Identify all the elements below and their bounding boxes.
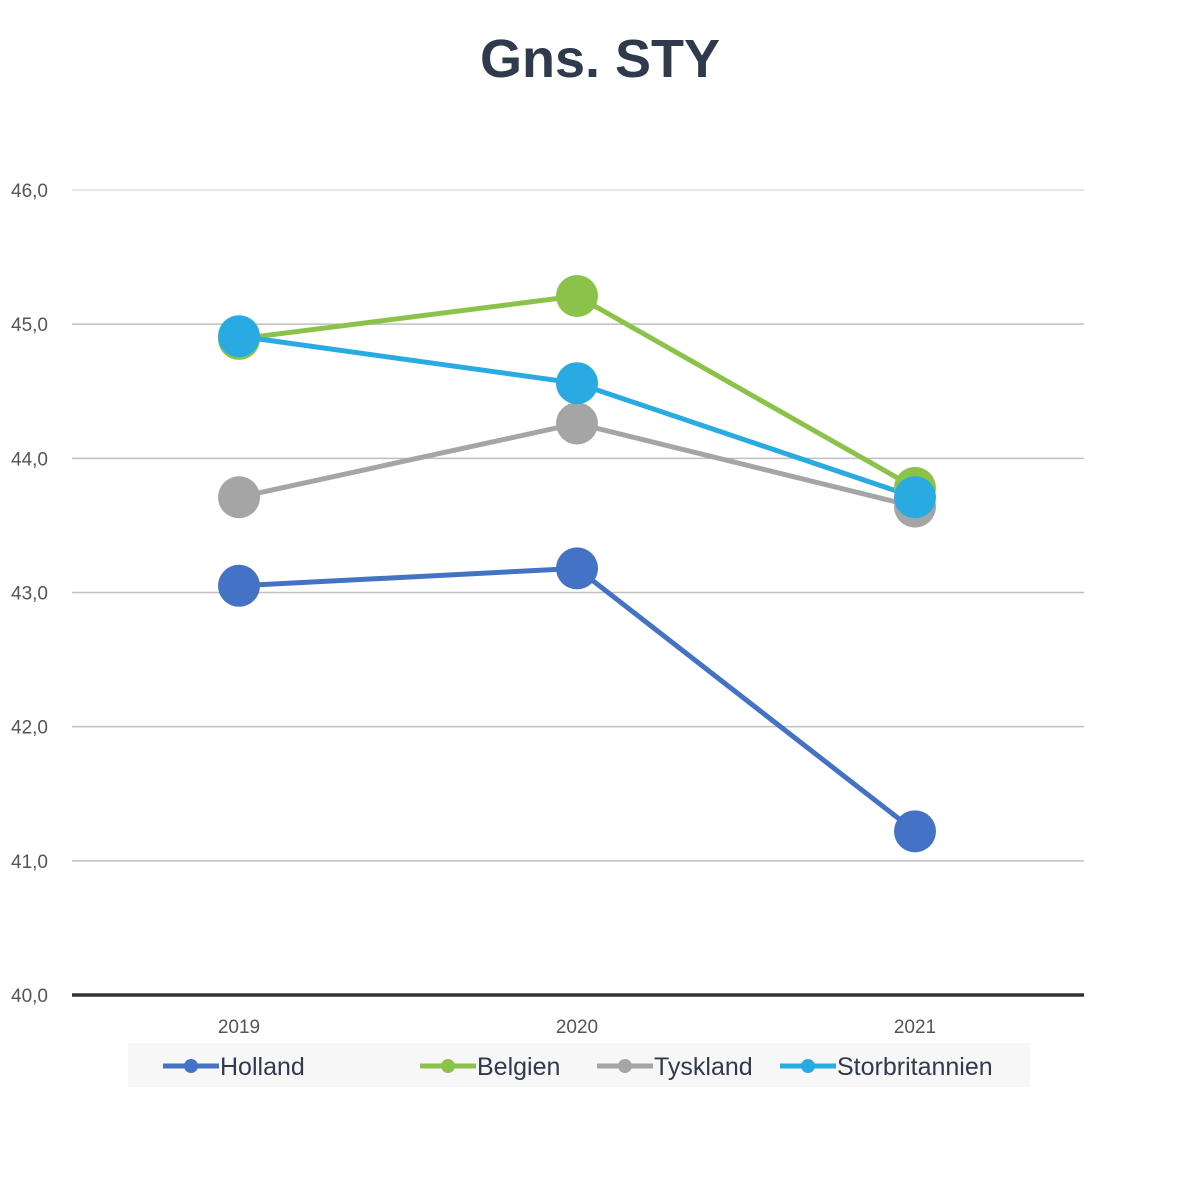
legend-label: Belgien xyxy=(477,1053,560,1081)
data-point-belgien xyxy=(556,274,598,317)
x-tick-label: 2020 xyxy=(556,1017,598,1038)
y-tick-label: 41,0 xyxy=(11,852,48,873)
x-tick-label: 2021 xyxy=(894,1017,936,1038)
y-tick-label: 46,0 xyxy=(11,181,48,202)
legend-marker xyxy=(184,1059,198,1073)
data-point-holland xyxy=(894,810,936,853)
data-point-holland xyxy=(218,564,260,607)
data-point-tyskland xyxy=(218,476,260,519)
legend-label: Tyskland xyxy=(654,1053,753,1081)
x-axis-ticks: 2019 2020 2021 xyxy=(218,1017,936,1038)
y-tick-label: 44,0 xyxy=(11,449,48,470)
data-point-storbritannien xyxy=(218,315,260,358)
y-tick-label: 43,0 xyxy=(11,584,48,605)
legend: Holland Belgien Tyskland Storbritannien xyxy=(128,1043,1030,1087)
data-point-storbritannien xyxy=(556,362,598,405)
y-axis-ticks: 40,0 41,0 42,0 43,0 44,0 45,0 46,0 xyxy=(11,181,48,1007)
legend-marker xyxy=(801,1059,815,1073)
legend-label: Storbritannien xyxy=(837,1053,993,1081)
data-point-tyskland xyxy=(556,402,598,445)
legend-marker xyxy=(441,1059,455,1073)
legend-marker xyxy=(618,1059,632,1073)
y-tick-label: 40,0 xyxy=(11,986,48,1007)
data-point-holland xyxy=(556,547,598,590)
chart-title: Gns. STY xyxy=(479,29,721,89)
y-tick-label: 45,0 xyxy=(11,315,48,336)
series-line-holland xyxy=(238,565,917,834)
data-point-storbritannien xyxy=(894,476,936,519)
x-tick-label: 2019 xyxy=(218,1017,260,1038)
legend-label: Holland xyxy=(220,1053,305,1081)
legend-background xyxy=(128,1043,1030,1087)
series-lines xyxy=(218,274,936,853)
y-tick-label: 42,0 xyxy=(11,718,48,739)
